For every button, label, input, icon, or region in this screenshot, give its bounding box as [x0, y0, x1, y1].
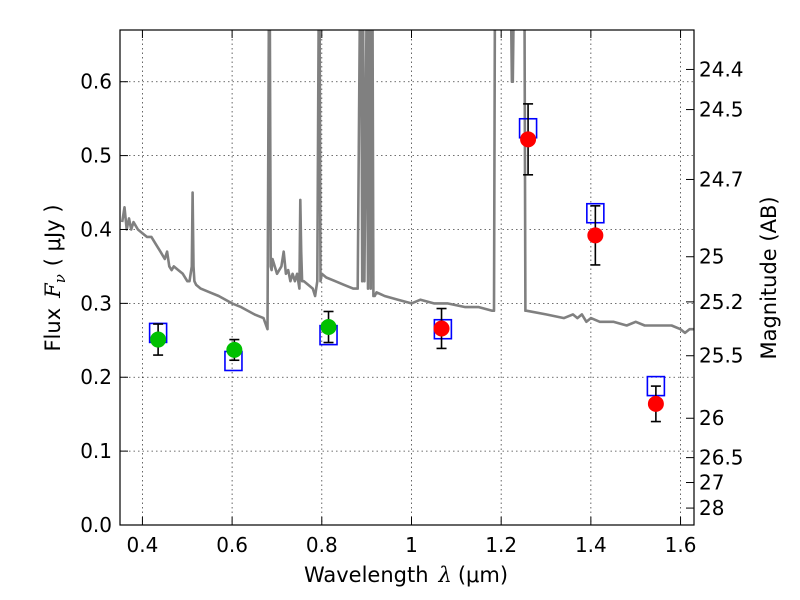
ticks: 0.4 0.6 0.8 1 1.2 1.4 1.6 0.0 0.1 0.2 0.3 0.4 0.5 0.6… [80, 30, 744, 557]
x-tick-label: 0.4 [127, 533, 159, 557]
y-axis-title: FluxFν( μJy ) [41, 204, 69, 351]
y-tick-label: 0.1 [80, 439, 112, 463]
x-tick-label: 0.6 [216, 533, 248, 557]
magnitude-tick-label: 25 [699, 245, 724, 269]
magnitude-tick-label: 25.5 [699, 344, 744, 368]
infrared-flux-point [647, 395, 664, 412]
grid [120, 30, 694, 526]
y2-axis-title: Magnitude (AB) [757, 196, 781, 359]
x-tick-label: 1.4 [575, 533, 607, 557]
magnitude-tick-label: 26 [699, 406, 724, 430]
x-tick-label: 1.2 [485, 533, 517, 557]
x-tick-label: 1.6 [665, 533, 697, 557]
optical-flux-point [320, 319, 337, 335]
x-tick-label: 0.8 [306, 533, 338, 557]
magnitude-tick-label: 24.4 [699, 57, 744, 81]
magnitude-tick-label: 25.2 [699, 290, 744, 314]
infrared-flux-point [520, 131, 537, 148]
infrared-flux-point [587, 227, 604, 244]
y-tick-label: 0.3 [80, 291, 112, 315]
y-tick-label: 0.6 [80, 70, 112, 94]
plot-frame [119, 29, 695, 526]
magnitude-tick-label: 28 [699, 496, 724, 520]
infrared-flux-point [433, 320, 450, 337]
optical-flux-point [226, 341, 243, 358]
magnitude-tick-label: 26.5 [699, 446, 744, 470]
magnitude-tick-label: 27 [699, 471, 724, 495]
magnitude-tick-label: 24.7 [699, 167, 744, 191]
y-tick-label: 0.2 [80, 365, 112, 389]
y-tick-label: 0.4 [80, 217, 112, 241]
y-tick-label: 0.5 [80, 144, 112, 168]
magnitude-tick-label: 24.5 [699, 98, 744, 122]
x-axis-title: Wavelength λ (μm) [304, 563, 508, 587]
model-spectrum-line [120, 30, 694, 335]
y-tick-label: 0.0 [80, 513, 112, 537]
optical-flux-point [150, 331, 167, 348]
data-layer [120, 30, 694, 423]
x-tick-label: 1 [405, 533, 418, 557]
